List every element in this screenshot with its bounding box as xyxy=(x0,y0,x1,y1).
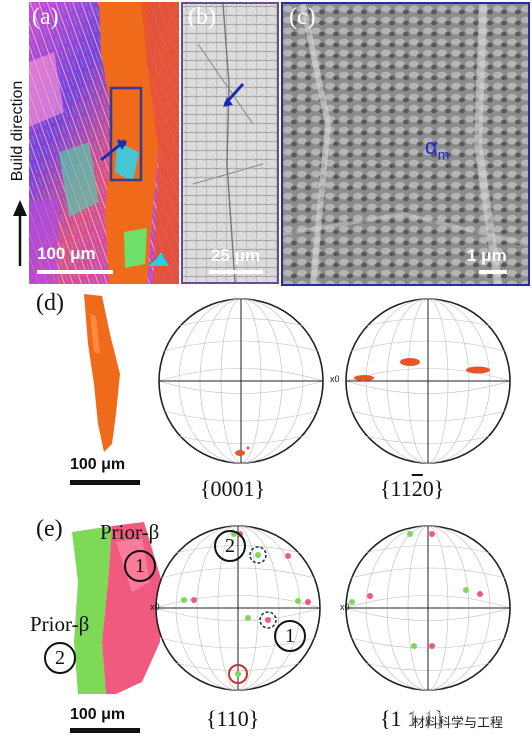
build-direction-axis: Build direction xyxy=(4,60,32,270)
sem-image xyxy=(283,4,528,284)
scale-bar-c xyxy=(479,270,507,274)
pole-figure-e2 xyxy=(345,525,511,691)
x0-label-d: x0 xyxy=(330,374,340,384)
scale-bar-d xyxy=(70,480,140,485)
scale-text-d: 100 μm xyxy=(70,456,126,473)
grain-number-1-left: 1 xyxy=(124,550,156,582)
watermark: 材料科学与工程 xyxy=(412,712,504,731)
pf-label-11-20-post: 0} xyxy=(422,476,445,501)
ebsd-map-image xyxy=(29,2,179,284)
grain-d-image xyxy=(84,294,120,452)
grain-number-1-pf: 1 xyxy=(274,620,306,652)
panel-d-grain xyxy=(76,294,136,454)
pole-cluster-d1 xyxy=(235,446,250,456)
pf-label-11-20-pre: {11 xyxy=(380,476,412,501)
scale-bar-b xyxy=(209,270,263,274)
pole-figure-d1 xyxy=(158,298,324,464)
pole-figure-e1 xyxy=(155,525,321,691)
panel-b-micrograph: (b) 25 μm xyxy=(181,2,279,284)
build-direction-label: Build direction xyxy=(9,80,26,182)
scale-text-e: 100 μm xyxy=(70,706,126,723)
pf-label-110: {110} xyxy=(206,706,260,731)
alpha-symbol: α xyxy=(425,134,438,159)
scale-bar-e xyxy=(70,728,140,733)
scale-bar-a xyxy=(37,270,113,274)
alpha-m-label: αm xyxy=(425,134,449,162)
scale-text-b: 25 μm xyxy=(211,246,261,265)
panel-a-ebsd-map: (a) (d) 100 μm xyxy=(29,2,179,284)
ipf-color-key xyxy=(147,252,169,266)
pole-figure-d2 xyxy=(345,298,511,464)
prior-beta-label-1: Prior-β xyxy=(100,520,160,544)
pf-label-11-20: {1120} xyxy=(380,476,444,502)
build-direction-arrow xyxy=(13,200,27,266)
pole-cluster-d2 xyxy=(354,358,490,381)
panel-a-marker: (d) xyxy=(117,138,127,147)
prior-beta-label-2: Prior-β xyxy=(30,612,90,636)
panel-a-label: (a) xyxy=(32,4,59,30)
panel-c-label: (c) xyxy=(289,4,316,30)
pf-label-0001: {0001} xyxy=(200,476,266,501)
scale-text-a: 100 μm xyxy=(37,244,96,263)
x0-label-e1: x0 xyxy=(150,602,160,612)
pole-markers-e2 xyxy=(349,531,483,649)
panel-b-label: (b) xyxy=(188,4,216,30)
scale-text-c: 1 μm xyxy=(467,246,507,265)
grain-number-2-pf: 2 xyxy=(214,530,246,562)
alpha-subscript: m xyxy=(437,146,450,163)
panel-c-sem: (c) αm 1 μm xyxy=(281,2,530,286)
panel-e-label: (e) xyxy=(36,516,63,542)
optical-micrograph-image xyxy=(183,4,277,282)
x0-label-e2: x0 xyxy=(340,602,350,612)
pf-label-11-20-bar: 2 xyxy=(411,476,423,501)
panel-d-label: (d) xyxy=(36,290,64,316)
grain-number-2-left: 2 xyxy=(44,642,76,674)
